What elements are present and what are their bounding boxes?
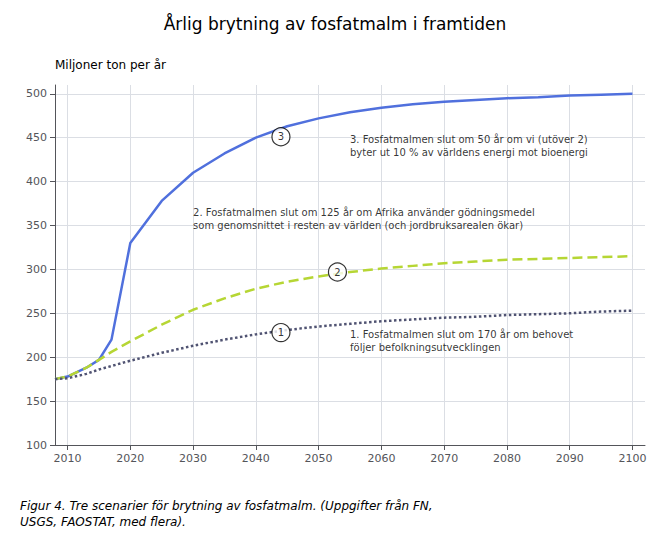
- svg-text:2020: 2020: [116, 452, 144, 465]
- svg-text:2080: 2080: [493, 452, 521, 465]
- svg-text:350: 350: [26, 219, 47, 232]
- svg-text:3: 3: [278, 131, 284, 142]
- svg-text:Årlig brytning av fosfatmalm i: Årlig brytning av fosfatmalm i framtiden: [164, 13, 507, 34]
- svg-text:Miljoner ton per år: Miljoner ton per år: [55, 58, 166, 72]
- svg-text:1: 1: [278, 327, 284, 338]
- svg-text:3. Fosfatmalmen slut om 50 år: 3. Fosfatmalmen slut om 50 år om vi (utö…: [350, 133, 588, 145]
- svg-text:100: 100: [26, 439, 47, 452]
- svg-text:2100: 2100: [618, 452, 646, 465]
- svg-text:Figur 4. Tre scenarier för bry: Figur 4. Tre scenarier för brytning av f…: [20, 499, 433, 513]
- svg-text:2050: 2050: [305, 452, 333, 465]
- svg-text:2. Fosfatmalmen slut om 125 år: 2. Fosfatmalmen slut om 125 år om Afrika…: [193, 206, 535, 218]
- svg-text:2030: 2030: [179, 452, 207, 465]
- svg-text:300: 300: [26, 263, 47, 276]
- svg-text:2070: 2070: [430, 452, 458, 465]
- svg-text:1. Fosfatmalmen slut om 170 år: 1. Fosfatmalmen slut om 170 år om behove…: [350, 328, 573, 340]
- svg-text:som genomsnittet i resten av v: som genomsnittet i resten av världen (oc…: [193, 220, 523, 231]
- svg-text:2060: 2060: [367, 452, 395, 465]
- svg-text:2010: 2010: [54, 452, 82, 465]
- svg-text:2090: 2090: [556, 452, 584, 465]
- svg-text:USGS, FAOSTAT, med flera).: USGS, FAOSTAT, med flera).: [20, 515, 186, 529]
- svg-text:2040: 2040: [242, 452, 270, 465]
- svg-text:400: 400: [26, 175, 47, 188]
- svg-text:följer befolkningsutvecklingen: följer befolkningsutvecklingen: [350, 342, 501, 353]
- svg-text:250: 250: [26, 307, 47, 320]
- svg-text:450: 450: [26, 131, 47, 144]
- svg-text:150: 150: [26, 395, 47, 408]
- svg-text:2: 2: [334, 267, 340, 278]
- svg-text:500: 500: [26, 87, 47, 100]
- svg-text:byter ut 10 % av världens ener: byter ut 10 % av världens energi mot bio…: [350, 147, 588, 158]
- svg-text:200: 200: [26, 351, 47, 364]
